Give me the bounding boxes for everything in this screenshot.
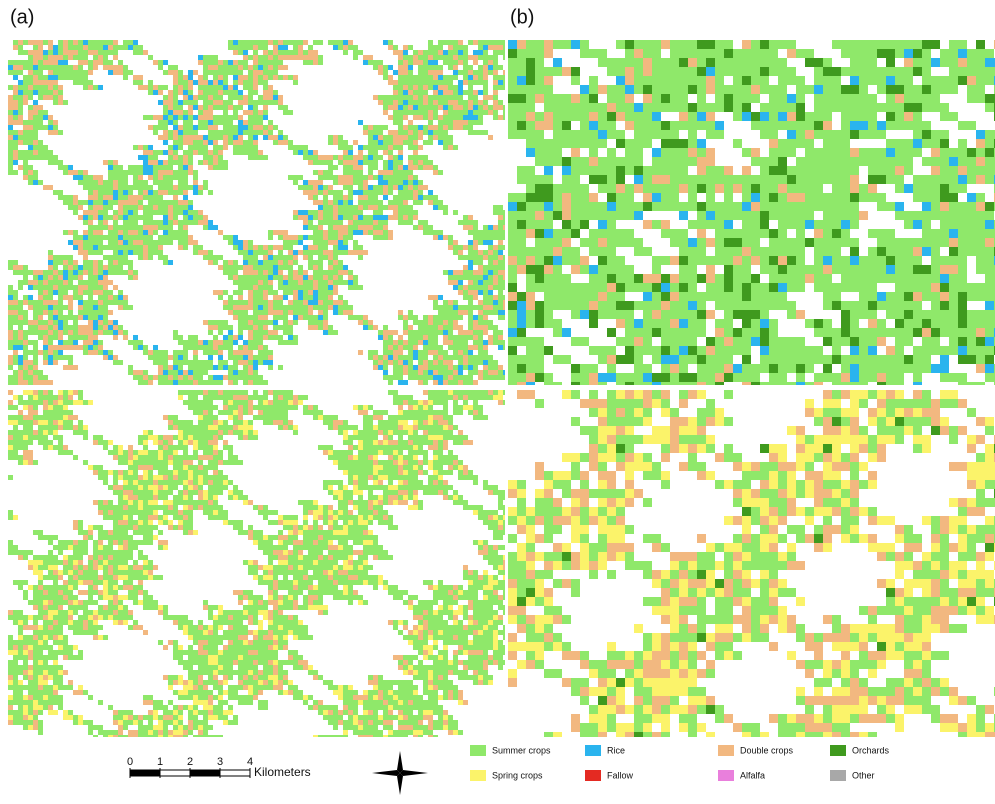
panel-label: (b) [510,6,534,28]
scale-unit: Kilometers [254,765,311,779]
land-cover [8,40,505,385]
legend-label: Fallow [607,770,634,780]
land-cover [508,40,995,385]
legend-label: Orchards [852,745,890,755]
scale-tick-label: 3 [217,756,223,768]
scale-tick-label: 1 [157,756,163,768]
legend-swatch [718,770,734,781]
land-cover [508,40,995,385]
scale-segment [189,769,221,777]
legend-label: Spring crops [492,770,543,780]
maps [8,40,995,737]
legend-swatch [470,770,486,781]
land-cover [8,390,505,737]
scale-tick-label: 4 [247,756,253,768]
panel-label: (a) [10,6,34,28]
scale-segment [129,769,161,777]
legend-swatch [585,770,601,781]
legend-label: Double crops [740,745,794,755]
legend: Summer crops Rice Double crops Orchards Spri… [470,745,890,781]
land-cover [8,390,505,737]
legend-swatch [585,745,601,756]
legend-swatch [830,745,846,756]
legend-swatch [718,745,734,756]
land-cover [8,390,505,737]
legend-label: Other [852,770,875,780]
land-cover [508,390,995,737]
legend-label: Rice [607,745,625,755]
land-cover [508,390,995,737]
scale-segment [159,769,191,777]
legend-label: Summer crops [492,745,551,755]
land-cover [508,390,995,737]
legend-label: Alfalfa [740,770,765,780]
legend-swatch [830,770,846,781]
land-cover [8,40,505,385]
scale-segment [219,769,251,777]
north-arrow [372,751,428,795]
scale-tick-label: 0 [127,756,133,768]
legend-swatch [470,745,486,756]
land-cover [508,40,995,385]
scale-tick-label: 2 [187,756,193,768]
